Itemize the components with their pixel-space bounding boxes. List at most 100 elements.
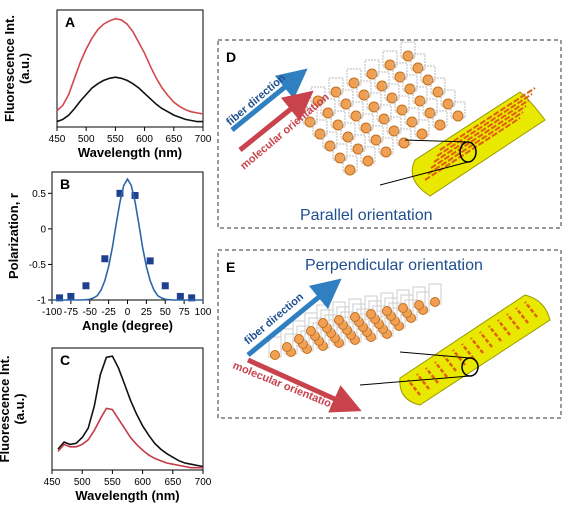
data-line: [57, 407, 203, 469]
data-line: [56, 17, 204, 115]
molecule: [434, 119, 446, 131]
molecule: [452, 110, 464, 122]
y-tick-label: -0.5: [29, 260, 47, 271]
plot-frame: [56, 9, 204, 128]
molecule: [414, 300, 424, 310]
molecule: [350, 312, 360, 322]
diagram-d: D fiber direction molecular orientation …: [217, 39, 562, 229]
data-point: [131, 191, 139, 199]
stripe: [479, 331, 493, 348]
y-tick-label: 0: [40, 224, 46, 235]
molecule-array: [268, 283, 442, 360]
data-point: [188, 294, 196, 302]
data-point: [146, 257, 154, 265]
molecule: [366, 309, 376, 319]
x-tick-label: 75: [179, 307, 191, 318]
molecule: [362, 155, 374, 167]
x-tick-label: 650: [165, 134, 182, 145]
molecule: [430, 297, 440, 307]
x-tick-label: -50: [83, 307, 98, 318]
data-line: [52, 177, 203, 301]
data-point: [116, 189, 124, 197]
x-tick-label: 0: [125, 307, 131, 318]
molecule: [398, 303, 408, 313]
panel-frame: [217, 249, 562, 419]
molecule: [416, 128, 428, 140]
data-point: [176, 292, 184, 300]
plot-frame: [51, 347, 204, 471]
stripe: [524, 301, 538, 318]
x-tick-label: 700: [195, 134, 212, 145]
x-axis-label: Wavelength (nm): [78, 145, 182, 160]
plot-frame: [51, 171, 204, 301]
data-line: [57, 355, 204, 468]
panel-label: A: [65, 14, 75, 30]
x-tick-label: 450: [44, 477, 61, 488]
x-tick-label: 25: [141, 307, 153, 318]
data-line: [56, 76, 203, 123]
data-point: [56, 294, 64, 302]
molecule: [306, 326, 316, 336]
y-axis-label: Fluorescence Int.: [0, 356, 12, 463]
molecule-array: [292, 41, 466, 176]
fiber-arrow: [246, 278, 342, 357]
stripe: [497, 319, 511, 336]
y-axis-label: (a.u.): [17, 53, 32, 84]
fiber-arrow: [230, 68, 308, 132]
x-tick-label: 700: [195, 477, 212, 488]
stripe: [470, 337, 484, 354]
y-axis-label: (a.u.): [12, 393, 27, 424]
x-axis-label: Angle (degree): [82, 318, 173, 333]
molecule: [294, 334, 304, 344]
stripe: [433, 99, 530, 163]
stripe: [427, 111, 524, 175]
x-tick-label: 650: [164, 477, 181, 488]
x-tick-label: -100: [42, 307, 62, 318]
x-tick-label: 450: [49, 134, 66, 145]
zoom-line: [379, 161, 469, 186]
fiber-stripes: [424, 87, 536, 181]
diagram-e: E Perpendicular orientation fiber direct…: [217, 249, 562, 419]
zoom-line: [404, 139, 469, 143]
x-tick-label: 500: [74, 477, 91, 488]
y-tick-label: -1: [37, 296, 46, 307]
x-tick-label: 500: [78, 134, 95, 145]
data-point: [67, 292, 75, 300]
molecular-arrow: [246, 357, 362, 413]
y-tick-label: 0.5: [32, 189, 46, 200]
molecular-arrow: [238, 90, 314, 152]
data-point: [82, 282, 90, 290]
molecule: [380, 146, 392, 158]
x-tick-label: 600: [136, 134, 153, 145]
x-tick-label: 550: [104, 477, 121, 488]
molecular-label: molecular orientation: [231, 360, 339, 413]
molecule: [318, 318, 328, 328]
stripe: [506, 313, 520, 330]
molecule: [282, 342, 292, 352]
stripe: [434, 361, 448, 378]
molecule: [334, 315, 344, 325]
x-tick-label: 50: [160, 307, 172, 318]
molecule: [382, 306, 392, 316]
panel-frame: [217, 39, 562, 229]
stripe: [430, 105, 527, 169]
stripe: [439, 87, 536, 151]
data-point: [161, 282, 169, 290]
molecule: [398, 137, 410, 149]
stripe: [488, 325, 502, 342]
panel-label: B: [60, 176, 70, 192]
panel-label: E: [226, 259, 235, 275]
stripe: [461, 343, 475, 360]
x-tick-label: 100: [195, 307, 212, 318]
x-tick-label: -75: [64, 307, 79, 318]
caption: Perpendicular orientation: [305, 257, 483, 274]
molecule: [270, 350, 280, 360]
stripe: [407, 379, 421, 396]
panel-label: D: [226, 49, 236, 65]
zoom-line: [399, 351, 471, 359]
x-axis-label: Wavelength (nm): [75, 488, 179, 503]
panel-label: C: [60, 352, 70, 368]
